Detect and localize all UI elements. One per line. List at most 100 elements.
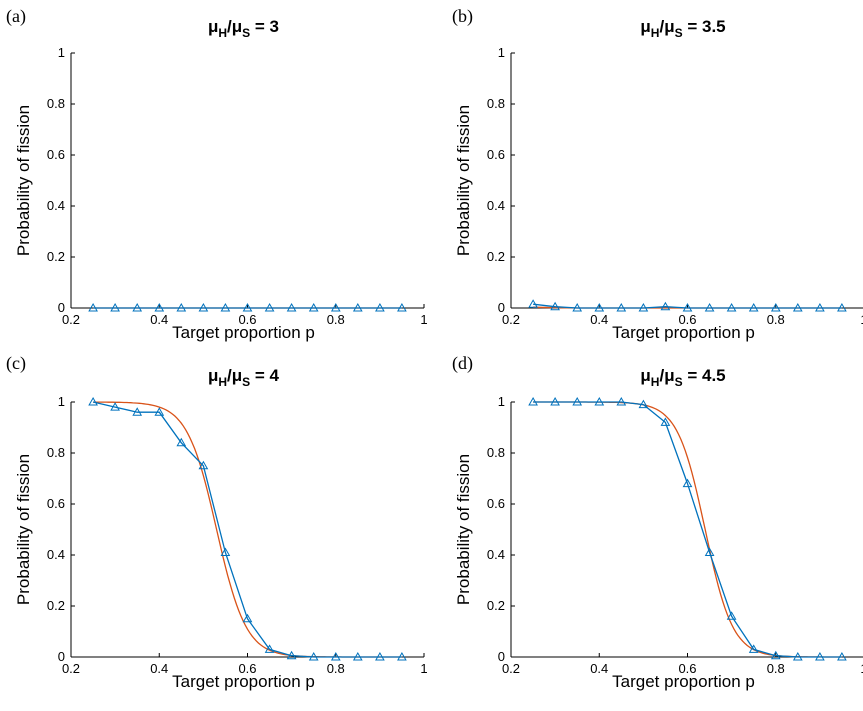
y-tick-label: 0 <box>58 649 65 664</box>
data-point-marker <box>242 302 253 312</box>
data-point-marker <box>682 302 693 312</box>
data-point-marker <box>704 302 715 312</box>
data-point-marker <box>176 437 187 447</box>
y-tick-label: 0.4 <box>47 198 65 213</box>
data-point-marker <box>594 302 605 312</box>
y-tick-label: 0 <box>58 300 65 315</box>
x-tick-label: 0.4 <box>590 661 608 676</box>
panel-label: (b) <box>452 6 473 27</box>
y-tick-label: 1 <box>58 394 65 409</box>
y-tick-label: 0.8 <box>47 445 65 460</box>
title-slash: / <box>659 17 664 36</box>
x-tick-label: 0.2 <box>62 661 80 676</box>
data-point-marker <box>815 302 825 312</box>
fit-curve-line <box>533 401 842 658</box>
x-tick-label: 0.6 <box>238 661 256 676</box>
chart-title: μH/μS = 4.5 <box>640 366 725 389</box>
x-tick-label: 1 <box>860 661 863 676</box>
title-value: = 4 <box>250 366 279 385</box>
data-point-marker <box>792 651 803 661</box>
x-axis-label: Target proportion p <box>172 672 315 691</box>
data-series-line <box>533 303 842 309</box>
y-axis-label: Probability of fission <box>14 454 33 605</box>
data-point-marker <box>375 651 385 661</box>
title-slash: / <box>227 17 232 36</box>
chart-panel-d: (d)μH/μS = 4.500.20.40.60.810.2 0.4 0.6 0.8… <box>452 353 863 691</box>
data-point-marker <box>220 302 231 312</box>
title-mu-2: μ <box>232 17 242 36</box>
title-value: = 3 <box>250 17 279 36</box>
title-sub-h: H <box>218 375 227 389</box>
data-point-marker <box>264 302 275 312</box>
y-tick-label: 1 <box>498 45 505 60</box>
y-tick-label: 0.8 <box>47 96 65 111</box>
data-point-marker <box>660 301 671 311</box>
y-tick-label: 0.6 <box>487 496 505 511</box>
data-point-marker <box>726 302 737 312</box>
data-point-marker <box>308 302 319 312</box>
title-sub-s: S <box>242 26 250 40</box>
chart-panel-c: (c)μH/μS = 400.20.40.60.810.2 0.4 0.6 0.8 1T… <box>6 353 428 691</box>
title-mu-1: μ <box>640 17 650 36</box>
data-point-marker <box>88 396 98 406</box>
panel-label: (a) <box>6 6 26 27</box>
y-tick-label: 0.8 <box>487 445 505 460</box>
x-axis-label: Target proportion p <box>172 323 315 342</box>
x-tick-label: 0.8 <box>327 312 345 327</box>
title-sub-s: S <box>675 26 683 40</box>
data-point-marker <box>616 302 627 312</box>
y-tick-label: 0.2 <box>47 598 65 613</box>
data-point-marker <box>638 399 649 409</box>
data-point-marker <box>375 302 385 312</box>
data-point-marker <box>286 302 297 312</box>
data-point-marker <box>682 478 693 488</box>
title-slash: / <box>659 366 664 385</box>
y-axis-label: Probability of fission <box>454 105 473 256</box>
x-tick-label: 0.4 <box>150 661 168 676</box>
x-axis-label: Target proportion p <box>612 672 755 691</box>
data-point-marker <box>572 302 583 312</box>
data-point-marker <box>132 302 143 312</box>
chart-panel-b: (b)μH/μS = 3.500.20.40.60.810.2 0.4 0.6 0.8… <box>452 6 863 342</box>
y-tick-label: 0 <box>498 300 505 315</box>
x-tick-label: 0.8 <box>327 661 345 676</box>
data-point-marker <box>198 460 209 470</box>
data-point-marker <box>726 611 737 620</box>
y-tick-label: 0.6 <box>47 496 65 511</box>
data-point-marker <box>352 651 363 661</box>
data-point-marker <box>397 651 407 661</box>
data-point-marker <box>330 651 341 661</box>
x-tick-label: 0.2 <box>502 661 520 676</box>
title-mu-2: μ <box>664 17 674 36</box>
data-point-marker <box>660 417 671 426</box>
data-point-marker <box>220 547 231 556</box>
data-point-marker <box>550 396 560 406</box>
data-point-marker <box>572 396 583 406</box>
data-point-marker <box>110 402 120 411</box>
data-point-marker <box>286 650 297 660</box>
y-tick-label: 0.6 <box>487 147 505 162</box>
y-tick-label: 0.8 <box>487 96 505 111</box>
chart-title: μH/μS = 3 <box>208 17 279 40</box>
y-tick-label: 0 <box>498 649 505 664</box>
title-sub-h: H <box>218 26 227 40</box>
data-point-marker <box>154 302 165 312</box>
y-tick-label: 0.4 <box>487 547 505 562</box>
data-point-marker <box>550 301 560 311</box>
y-axis-label: Probability of fission <box>454 454 473 605</box>
title-mu-1: μ <box>208 17 218 36</box>
title-slash: / <box>227 366 232 385</box>
y-tick-label: 1 <box>498 394 505 409</box>
data-point-marker <box>704 547 715 556</box>
panel-label: (c) <box>6 353 26 374</box>
data-point-marker <box>594 396 605 406</box>
y-tick-label: 0.2 <box>487 249 505 264</box>
title-sub-h: H <box>651 375 660 389</box>
chart-panel-a: (a)μH/μS = 300.20.40.60.810.2 0.4 0.6 0.8 1T… <box>6 6 428 342</box>
data-point-marker <box>132 407 143 416</box>
data-point-marker <box>815 651 825 661</box>
data-point-marker <box>528 396 538 406</box>
x-tick-label: 0.4 <box>590 312 608 327</box>
title-sub-s: S <box>242 375 250 389</box>
